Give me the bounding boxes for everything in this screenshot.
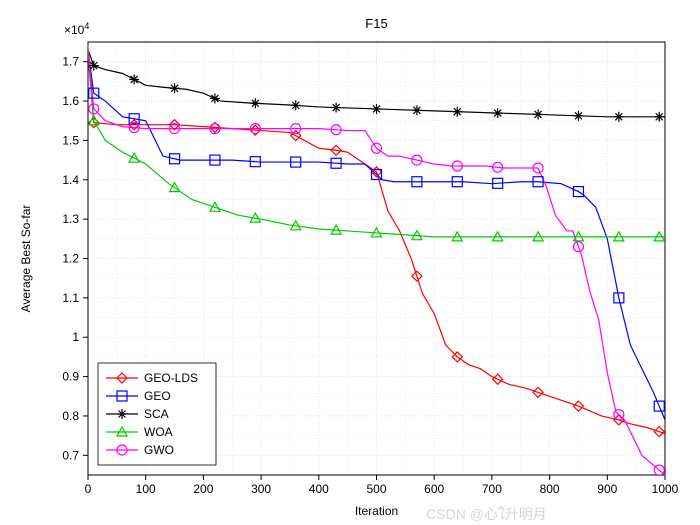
xtick-label: 500 — [366, 482, 386, 496]
chart-container: 0 100 200 300 400 500 600 700 800 900 1000 0.7 0.8 0.… — [0, 0, 700, 525]
y-axis-label: Average Best So-far — [19, 205, 33, 313]
xtick-label: 200 — [193, 482, 213, 496]
chart-svg: 0 100 200 300 400 500 600 700 800 900 1000 0.7 0.8 0.… — [0, 0, 700, 525]
xtick-label: 600 — [424, 482, 444, 496]
xtick-label: 400 — [309, 482, 329, 496]
ytick-label: 1.1 — [62, 291, 79, 305]
legend: GEO-LDS GEO SCA WOA GWO — [98, 363, 216, 465]
watermark: CSDN @心ใ升明月 — [426, 506, 547, 522]
ytick-label: 1 — [72, 330, 79, 344]
ytick-label: 1.5 — [62, 133, 79, 147]
y-exponent: ×104 — [64, 21, 89, 37]
xtick-label: 0 — [85, 482, 92, 496]
legend-label: GEO — [144, 389, 171, 403]
legend-label: GWO — [144, 443, 174, 457]
ytick-label: 1.2 — [62, 252, 79, 266]
svg-text:×104: ×104 — [64, 21, 89, 37]
chart-title: F15 — [365, 16, 387, 31]
ytick-label: 1.7 — [62, 55, 79, 69]
xtick-label: 900 — [597, 482, 617, 496]
legend-label: WOA — [144, 425, 173, 439]
xtick-label: 800 — [540, 482, 560, 496]
x-axis-label: Iteration — [355, 504, 398, 518]
xtick-label: 700 — [482, 482, 502, 496]
ytick-label: 0.9 — [62, 370, 79, 384]
xtick-label: 300 — [251, 482, 271, 496]
xtick-label: 1000 — [652, 482, 679, 496]
xtick-label: 100 — [136, 482, 156, 496]
ytick-label: 0.8 — [62, 409, 79, 423]
ytick-label: 1.6 — [62, 94, 79, 108]
ytick-label: 0.7 — [62, 448, 79, 462]
ytick-label: 1.3 — [62, 212, 79, 226]
legend-label: GEO-LDS — [144, 371, 198, 385]
legend-label: SCA — [144, 407, 169, 421]
ytick-label: 1.4 — [62, 173, 79, 187]
